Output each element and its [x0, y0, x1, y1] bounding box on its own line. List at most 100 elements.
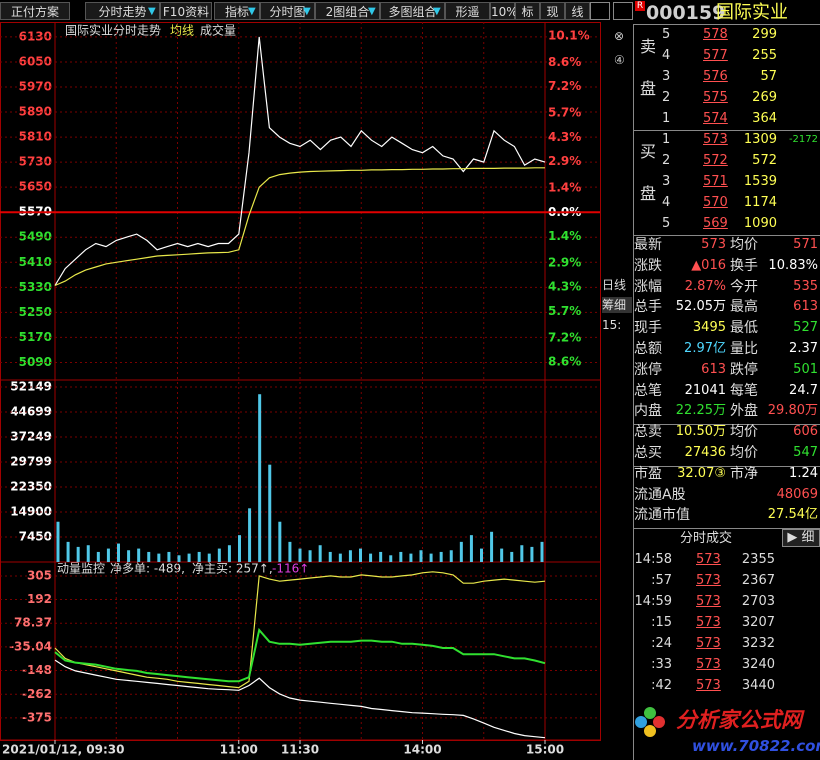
- book-level: 3: [662, 69, 671, 84]
- stat-value: 48069: [776, 486, 818, 502]
- dropdown-arrow[interactable]: ▼: [368, 6, 376, 17]
- volume-bar: [147, 551, 151, 562]
- volume-bar: [469, 535, 473, 562]
- book-side: 买: [640, 142, 657, 161]
- volume-bar: [177, 555, 181, 562]
- stat-value: 32.07③: [677, 465, 726, 481]
- volume-bar: [389, 555, 393, 562]
- series-line: [54, 659, 546, 739]
- volume-bar: [399, 551, 403, 562]
- side-tab[interactable]: 日线: [602, 278, 627, 292]
- toolbar-button[interactable]: 多图组合: [380, 2, 445, 20]
- stat-label: 市盈: [634, 465, 662, 482]
- book-price: 578: [703, 27, 728, 42]
- stat-value: ▲016: [691, 257, 726, 273]
- series-line: [54, 627, 546, 683]
- volume-bar: [530, 546, 534, 562]
- trade-volume: 3207: [741, 615, 775, 630]
- window-button[interactable]: [590, 2, 610, 20]
- book-price: 571: [703, 174, 728, 189]
- side-tab[interactable]: 筹细: [602, 297, 632, 313]
- y2-tick-label: 1.4%: [548, 229, 581, 243]
- stat-label: 涨跌: [634, 257, 662, 274]
- stat-value: 535: [793, 278, 818, 294]
- dropdown-arrow[interactable]: ▼: [433, 6, 441, 17]
- trade-time: :57: [651, 573, 672, 588]
- y2-tick-label: 8.6%: [548, 355, 581, 369]
- book-volume: 364: [752, 111, 777, 126]
- book-side: 盘: [640, 184, 657, 203]
- y2-tick-label: 2.9%: [548, 255, 581, 269]
- window-button[interactable]: [613, 2, 633, 20]
- x-tick-label: 2021/01/12, 09:30: [2, 743, 125, 757]
- book-level: 1: [662, 132, 671, 147]
- toolbar-button[interactable]: 分时图: [260, 2, 315, 20]
- icon[interactable]: ④: [614, 53, 625, 67]
- volume-bar: [318, 545, 322, 562]
- y2-tick-label: 10.1%: [548, 29, 590, 43]
- stat-label: 最新: [634, 237, 662, 253]
- volume-bar: [288, 541, 292, 562]
- volume-bar: [278, 521, 282, 562]
- book-price: 577: [703, 48, 728, 63]
- stat-label: 现手: [634, 320, 662, 337]
- trades-detail[interactable]: ▶ 细: [782, 529, 820, 547]
- volume-bar: [157, 553, 161, 562]
- volume-bar: [328, 551, 332, 562]
- x-tick-label: 11:30: [281, 743, 319, 757]
- toolbar-button[interactable]: 线: [565, 2, 590, 20]
- y-tick-label: 78.37: [14, 616, 52, 630]
- stat-label: 跌停: [730, 361, 758, 378]
- volume-bar: [207, 553, 211, 562]
- toolbar-button[interactable]: 10%: [490, 2, 518, 20]
- stat-value: 2.37: [789, 341, 818, 356]
- y2-tick-label: 5.7%: [548, 105, 581, 119]
- volume-bar: [540, 541, 544, 562]
- book-level: 1: [662, 111, 671, 126]
- toolbar-button[interactable]: F10资料: [160, 2, 212, 20]
- book-price: 574: [703, 111, 728, 126]
- toolbar-button[interactable]: 分时走势: [85, 2, 160, 20]
- y-tick-label: 6050: [19, 54, 52, 68]
- side-tab[interactable]: 15:: [602, 318, 622, 332]
- toolbar-button[interactable]: 形遥: [445, 2, 490, 20]
- stat-value: 10.83%: [768, 257, 818, 273]
- volume-bar: [379, 551, 383, 562]
- volume-bar: [227, 545, 231, 562]
- stat-value: 573: [701, 237, 726, 252]
- volume-bar: [86, 545, 90, 562]
- toolbar-button[interactable]: 指标: [214, 2, 260, 20]
- book-price: 572: [703, 153, 728, 168]
- toolbar-button[interactable]: 标: [515, 2, 540, 20]
- toolbar-button[interactable]: 现: [540, 2, 565, 20]
- trade-price: 573: [696, 573, 721, 588]
- toolbar-button[interactable]: 正付方案: [0, 2, 70, 20]
- trade-volume: 2703: [741, 594, 775, 609]
- dropdown-arrow[interactable]: ▼: [303, 6, 311, 17]
- toolbar-button[interactable]: 2图组合: [315, 2, 380, 20]
- trade-time: 14:59: [634, 594, 672, 609]
- y2-tick-label: 1.4%: [548, 180, 581, 194]
- volume-bar: [348, 550, 352, 562]
- stat-label: 市净: [730, 465, 758, 482]
- book-volume: 572: [752, 153, 777, 168]
- volume-bar: [500, 548, 504, 562]
- volume-bar: [480, 548, 483, 562]
- book-price: 569: [703, 216, 728, 231]
- series-line: [54, 571, 546, 689]
- icon[interactable]: ⊗: [614, 29, 625, 43]
- trade-price: 573: [696, 636, 721, 651]
- x-tick-label: 11:00: [220, 743, 258, 757]
- separator: [633, 424, 820, 425]
- dropdown-arrow[interactable]: ▼: [248, 6, 256, 17]
- y2-tick-label: 7.2%: [548, 79, 581, 93]
- stat-value: 613: [701, 361, 726, 377]
- volume-bar: [248, 508, 252, 562]
- dropdown-arrow[interactable]: ▼: [148, 6, 156, 17]
- volume-bar: [197, 551, 201, 562]
- y-tick-label: 192: [27, 592, 52, 606]
- stat-label: 均价: [730, 424, 758, 441]
- book-price: 576: [703, 69, 728, 84]
- y2-tick-label: 4.3%: [548, 130, 581, 144]
- book-volume: 57: [760, 69, 777, 84]
